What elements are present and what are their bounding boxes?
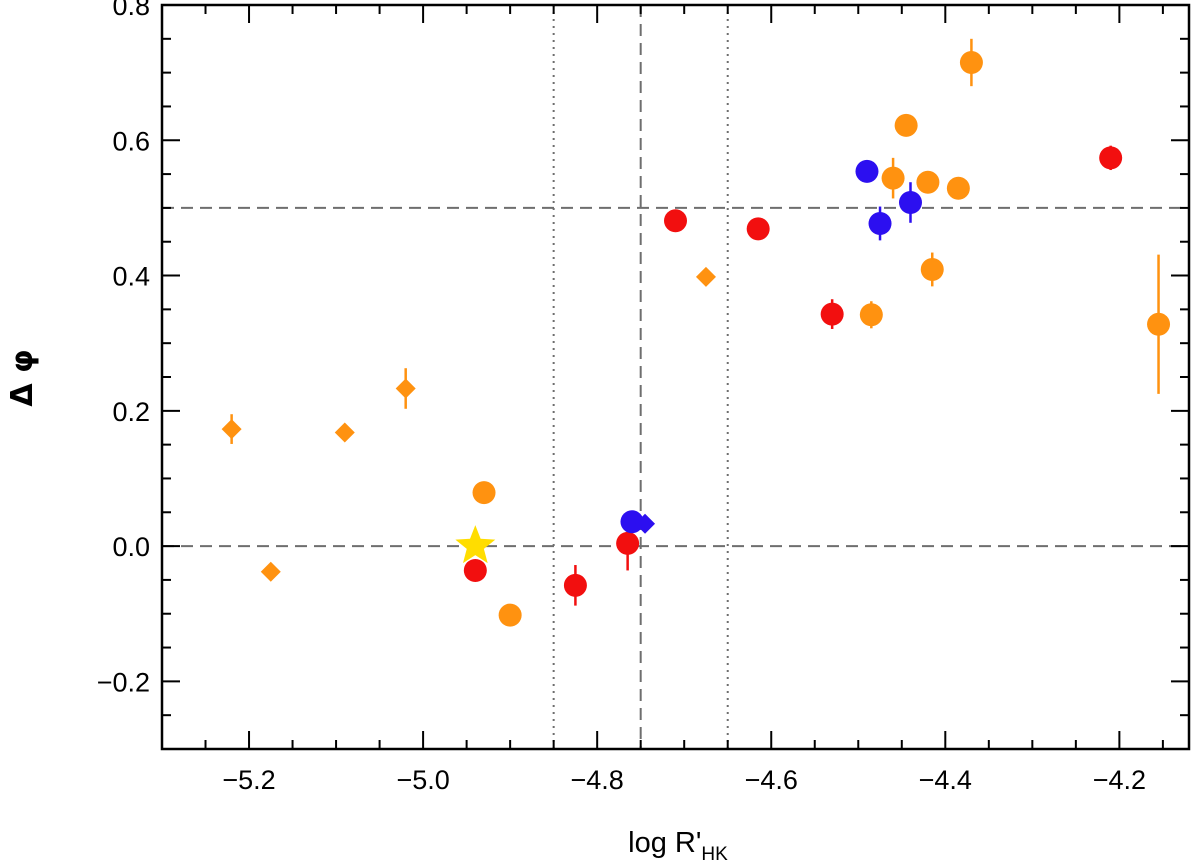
y-axis-label: Δ φ xyxy=(5,349,40,406)
x-axis-label: log R'HK xyxy=(628,827,728,863)
x-tick-label: −4.8 xyxy=(571,765,624,795)
point-red-circle xyxy=(616,531,640,555)
x-tick-label: −5.0 xyxy=(396,765,449,795)
reference-lines xyxy=(162,5,1189,749)
x-tick-label: −4.6 xyxy=(745,765,798,795)
point-blue-circle xyxy=(855,159,879,183)
point-gold-star xyxy=(455,525,496,564)
y-tick-label: 0.0 xyxy=(112,532,150,562)
point-blue-circle xyxy=(868,211,892,235)
y-tick-labels: −0.2 0.0 0.2 0.4 0.6 0.8 xyxy=(97,0,150,697)
point-blue-diamond xyxy=(635,513,656,534)
x-axis-label-sub: HK xyxy=(701,844,728,863)
y-tick-label: 0.8 xyxy=(112,0,150,21)
point-orange-diamond xyxy=(221,419,242,440)
point-red-circle xyxy=(463,558,487,582)
point-orange-circle xyxy=(472,481,496,505)
point-red-circle xyxy=(563,573,587,597)
point-orange-diamond xyxy=(260,561,281,582)
point-orange-circle xyxy=(859,303,883,327)
point-orange-circle xyxy=(920,257,944,281)
y-tick-label: 0.2 xyxy=(112,397,150,427)
x-tick-label: −5.2 xyxy=(222,765,275,795)
x-axis-label-base: log R' xyxy=(628,827,701,859)
y-tick-label: −0.2 xyxy=(97,667,150,697)
point-orange-circle xyxy=(1147,312,1171,336)
point-orange-circle xyxy=(498,603,522,627)
y-tick-label: 0.6 xyxy=(112,126,150,156)
y-tick-label: 0.4 xyxy=(112,262,150,292)
point-blue-circle xyxy=(620,510,644,534)
point-red-circle xyxy=(1099,146,1123,170)
point-orange-diamond xyxy=(334,422,355,443)
point-orange-circle xyxy=(881,166,905,190)
data-points xyxy=(221,38,1171,627)
x-tick-label: −4.4 xyxy=(919,765,972,795)
point-red-circle xyxy=(820,302,844,326)
plot-frame xyxy=(160,3,1191,751)
point-red-circle xyxy=(746,217,770,241)
minor-ticks xyxy=(161,5,1189,750)
point-orange-circle xyxy=(946,176,970,200)
point-orange-diamond xyxy=(395,378,416,399)
major-ticks xyxy=(162,4,1189,749)
point-orange-circle xyxy=(959,50,983,74)
x-tick-label: −4.2 xyxy=(1093,765,1146,795)
point-orange-diamond xyxy=(695,266,716,287)
point-orange-circle xyxy=(916,170,940,194)
point-blue-circle xyxy=(898,190,922,214)
point-orange-circle xyxy=(894,113,918,137)
point-red-circle xyxy=(664,209,687,233)
x-tick-labels: −5.2 −5.0 −4.8 −4.6 −4.4 −4.2 xyxy=(222,765,1146,795)
